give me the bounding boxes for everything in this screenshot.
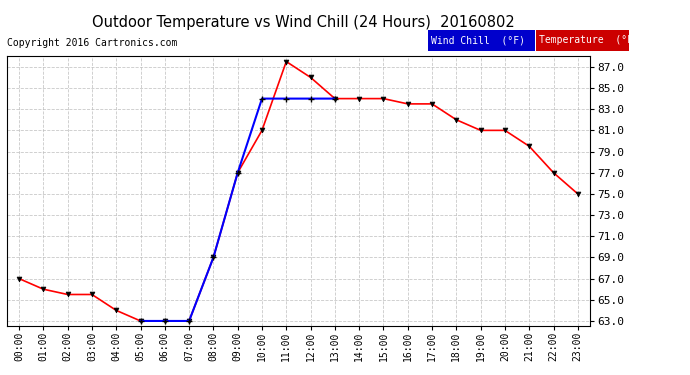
Text: Outdoor Temperature vs Wind Chill (24 Hours)  20160802: Outdoor Temperature vs Wind Chill (24 Ho…	[92, 15, 515, 30]
Text: Temperature  (°F): Temperature (°F)	[539, 35, 639, 45]
Text: Copyright 2016 Cartronics.com: Copyright 2016 Cartronics.com	[7, 38, 177, 48]
Text: Wind Chill  (°F): Wind Chill (°F)	[431, 35, 524, 45]
